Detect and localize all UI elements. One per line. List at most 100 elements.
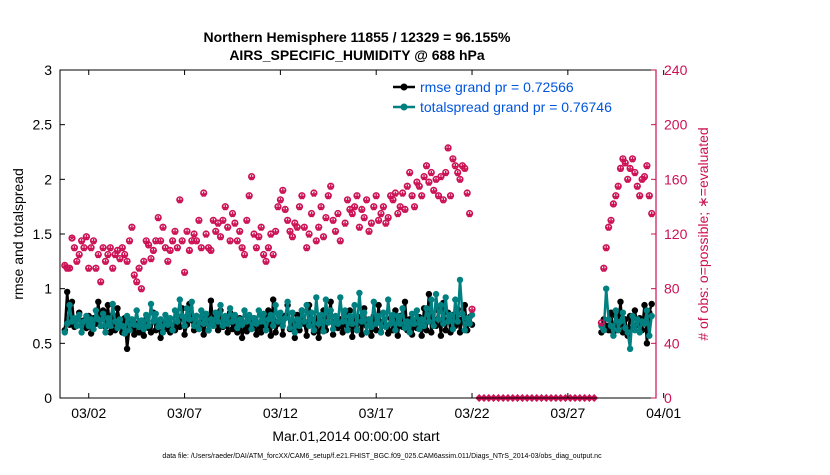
obs-evaluated-point: * [404,181,410,198]
obs-possible-point [77,237,86,245]
spread-point [404,318,411,325]
obs-evaluated-point: * [95,250,101,267]
y-right-tick-label: 160 [664,171,688,187]
x-tick-label: 03/12 [263,405,298,421]
spread-point [147,300,155,308]
spread-point [401,324,409,332]
obs-evaluated-point: * [452,161,458,178]
obs-possible-point [358,205,366,213]
spread-point [198,307,205,314]
obs-possible-point [118,244,126,252]
footer-data-file: data file: /Users/raeder/DAI/ATM_forcXX/… [162,453,602,460]
obs-evaluated-point: * [359,205,365,222]
spread-point [179,312,186,320]
spread-point [387,320,394,327]
obs-evaluated-point: * [198,243,204,260]
obs-evaluated-point: * [107,243,113,260]
obs-evaluated-point: * [337,236,343,253]
rmse-point [643,340,651,347]
rmse-point [442,327,449,334]
obs-possible-point [202,230,210,238]
obs-possible-point [82,233,90,241]
spread-point [428,296,435,303]
obs-possible-point [228,209,237,218]
rmse-point [617,298,624,305]
spread-point [392,327,399,334]
spread-point [222,312,229,320]
obs-evaluated-point: * [280,186,286,203]
spread-point [327,307,334,314]
obs-evaluated-point: * [258,222,264,239]
obs-possible-point [264,244,273,252]
obs-possible-point [104,250,112,259]
obs-possible-point [219,216,227,224]
rmse-point [267,332,274,339]
rmse-point [176,323,183,331]
obs-evaluated-point: * [256,232,262,249]
rmse-point [229,325,236,333]
spread-point [444,318,452,325]
obs-evaluated-point: * [407,168,413,185]
obs-possible-point [260,250,268,259]
obs-evaluated-point: * [143,236,149,253]
spread-point [126,327,133,334]
y-left-tick-label: 2 [44,171,52,187]
obs-possible-point [284,216,292,224]
rmse-point [631,307,639,314]
y-left-tick-label: 0.5 [33,335,53,351]
spread-point [301,318,308,325]
spread-point [356,289,363,297]
obs-evaluated-point: * [306,229,312,246]
rmse-point [327,298,334,305]
spread-point [85,322,92,329]
obs-evaluated-point: * [364,195,370,212]
obs-evaluated-point: * [467,209,473,226]
obs-possible-point [195,216,203,224]
spread-point [617,318,624,325]
spread-point [104,315,112,322]
obs-possible-point [315,223,323,231]
rmse-point [140,332,147,339]
obs-evaluated-point: * [371,202,377,219]
obs-possible-point [154,214,162,222]
obs-possible-point [319,233,328,241]
obs-possible-point [612,192,620,200]
obs-possible-point [173,244,181,252]
obs-evaluated-point: * [426,177,432,194]
rmse-point [107,329,114,336]
obs-evaluated-point: * [392,188,398,205]
obs-evaluated-point: * [424,161,430,178]
spread-point [207,316,215,323]
obs-possible-point [159,223,167,231]
obs-possible-point [68,234,76,242]
spread-point [131,321,138,328]
obs-possible-point [626,164,634,172]
obs-evaluated-point: * [191,229,197,246]
spread-point [294,316,301,323]
spread-point [274,318,282,325]
obs-evaluated-point: * [646,191,652,208]
obs-evaluated-point: * [390,195,396,212]
rmse-point [63,288,71,296]
spread-point [317,311,325,319]
obs-evaluated-point: * [642,172,648,189]
spread-point [145,322,152,329]
obs-evaluated-point: * [438,172,444,189]
spread-point [202,310,210,317]
obs-evaluated-point: * [83,232,89,249]
obs-evaluated-point: * [230,209,236,226]
obs-possible-point [367,219,376,227]
obs-evaluated-point: * [459,161,465,178]
obs-evaluated-point: * [356,222,362,239]
obs-evaluated-point: * [93,263,99,280]
obs-evaluated-point: * [630,154,636,171]
rmse-point [648,300,655,308]
spread-point [87,316,95,323]
rmse-point [234,329,241,336]
spread-point [121,330,128,337]
x-tick-label: 03/17 [359,405,394,421]
rmse-point [104,301,112,309]
legend-spread-marker [400,103,408,111]
spread-point [603,285,610,292]
spread-point [190,322,198,329]
